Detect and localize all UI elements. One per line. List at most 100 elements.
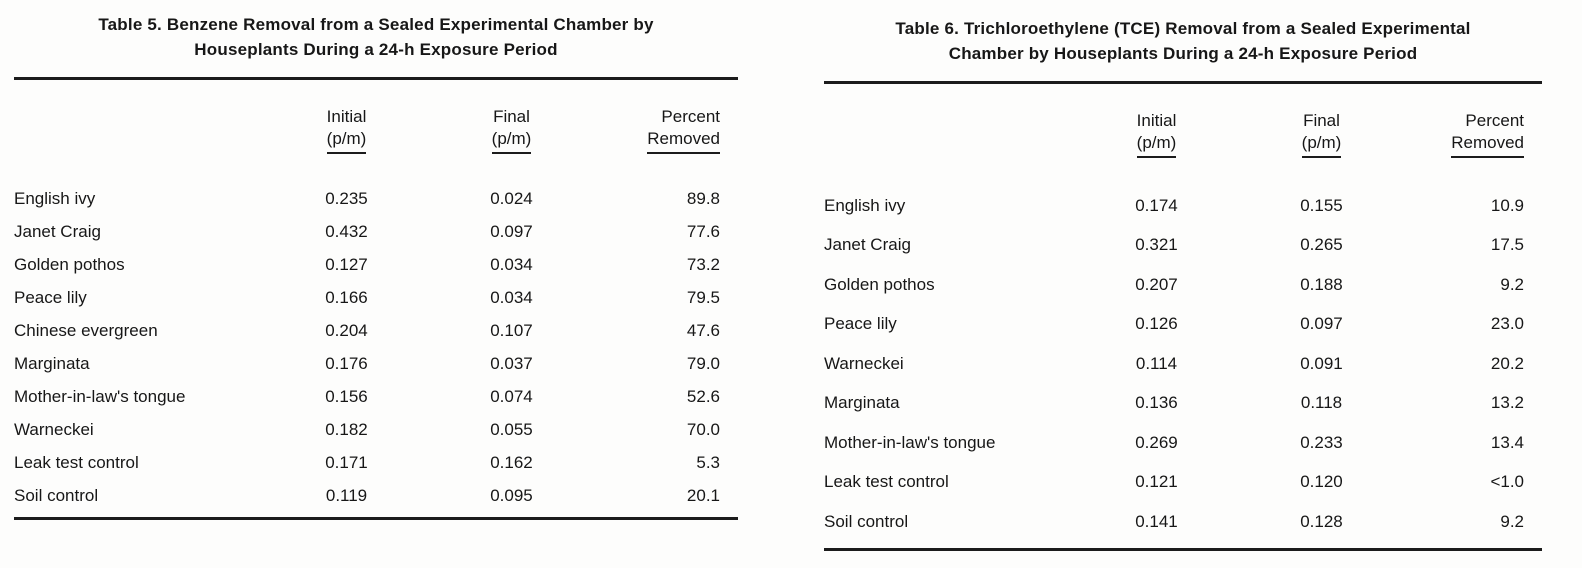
plant-name: English ivy xyxy=(14,188,96,208)
table-5-header-final: Final (p/m) xyxy=(409,106,614,154)
final-value: 0.097 xyxy=(1300,314,1343,334)
table-6-title-line1: Table 6. Trichloroethylene (TCE) Removal… xyxy=(895,19,1471,38)
table-row: Janet Craig 0.321 0.265 17.5 xyxy=(824,226,1542,266)
table-5-block: Table 5. Benzene Removal from a Sealed E… xyxy=(14,12,738,520)
table-row: Golden pothos 0.207 0.188 9.2 xyxy=(824,265,1542,305)
table-5-title: Table 5. Benzene Removal from a Sealed E… xyxy=(14,12,738,62)
plant-name: Leak test control xyxy=(14,452,139,472)
percent-removed-value: 13.4 xyxy=(1490,432,1524,452)
initial-value: 0.119 xyxy=(325,485,368,505)
initial-value: 0.235 xyxy=(325,188,368,208)
table-row: Golden pothos 0.127 0.034 73.2 xyxy=(14,248,738,281)
final-value: 0.118 xyxy=(1300,393,1343,413)
table-5-title-line2: Houseplants During a 24-h Exposure Perio… xyxy=(194,40,558,59)
table-row: Warneckei 0.114 0.091 20.2 xyxy=(824,344,1542,384)
final-value: 0.074 xyxy=(490,386,533,406)
table-6-header-initial: Initial (p/m) xyxy=(1094,110,1219,158)
table-6-rows: English ivy 0.174 0.155 10.9 Janet Craig… xyxy=(824,186,1542,542)
final-value: 0.095 xyxy=(490,485,533,505)
percent-removed-value: 9.2 xyxy=(1500,274,1524,294)
plant-name: Golden pothos xyxy=(824,274,935,294)
percent-removed-value: 70.0 xyxy=(686,419,720,439)
plant-name: Warneckei xyxy=(824,353,904,373)
final-value: 0.097 xyxy=(490,221,533,241)
table-5-header-final-label: Final xyxy=(493,107,530,126)
plant-name: Soil control xyxy=(14,485,99,505)
table-row: Leak test control 0.121 0.120 <1.0 xyxy=(824,463,1542,503)
table-row: Marginata 0.176 0.037 79.0 xyxy=(14,347,738,380)
plant-name: Chinese evergreen xyxy=(14,320,158,340)
percent-removed-value: <1.0 xyxy=(1490,472,1524,492)
table-5-header-row: Initial (p/m) Final (p/m) Percent Remove… xyxy=(14,106,738,154)
table-row: Leak test control 0.171 0.162 5.3 xyxy=(14,446,738,479)
initial-value: 0.174 xyxy=(1135,195,1178,215)
table-6-block: Table 6. Trichloroethylene (TCE) Removal… xyxy=(824,16,1542,551)
table-5-header-initial-unit: (p/m) xyxy=(326,128,367,154)
percent-removed-value: 17.5 xyxy=(1490,235,1524,255)
plant-name: Janet Craig xyxy=(824,235,911,255)
initial-value: 0.432 xyxy=(325,221,368,241)
final-value: 0.188 xyxy=(1300,274,1343,294)
final-value: 0.155 xyxy=(1300,195,1343,215)
percent-removed-value: 20.2 xyxy=(1490,353,1524,373)
plant-name: Peace lily xyxy=(824,314,897,334)
final-value: 0.034 xyxy=(490,254,533,274)
final-value: 0.037 xyxy=(490,353,533,373)
initial-value: 0.166 xyxy=(325,287,368,307)
table-row: Janet Craig 0.432 0.097 77.6 xyxy=(14,215,738,248)
initial-value: 0.126 xyxy=(1135,314,1178,334)
table-row: Soil control 0.141 0.128 9.2 xyxy=(824,502,1542,542)
final-value: 0.233 xyxy=(1300,432,1343,452)
percent-removed-value: 79.0 xyxy=(686,353,720,373)
table-6-header-row: Initial (p/m) Final (p/m) Percent Remove… xyxy=(824,110,1542,158)
final-value: 0.120 xyxy=(1300,472,1343,492)
final-value: 0.024 xyxy=(490,188,533,208)
table-6-header-final-unit: (p/m) xyxy=(1301,132,1342,158)
final-value: 0.055 xyxy=(490,419,533,439)
initial-value: 0.207 xyxy=(1135,274,1178,294)
table-row: Mother-in-law's tongue 0.269 0.233 13.4 xyxy=(824,423,1542,463)
plant-name: Soil control xyxy=(824,511,909,531)
table-5-rows: English ivy 0.235 0.024 89.8 Janet Craig… xyxy=(14,182,738,512)
initial-value: 0.141 xyxy=(1135,511,1178,531)
table-5-top-rule xyxy=(14,77,738,80)
final-value: 0.265 xyxy=(1300,235,1343,255)
percent-removed-value: 23.0 xyxy=(1490,314,1524,334)
initial-value: 0.127 xyxy=(325,254,368,274)
final-value: 0.107 xyxy=(490,320,533,340)
table-6-header-percent-label2: Removed xyxy=(1451,132,1524,158)
initial-value: 0.136 xyxy=(1135,393,1178,413)
table-5-header-percent-label2: Removed xyxy=(647,128,720,154)
table-6-header-initial-unit: (p/m) xyxy=(1136,132,1177,158)
initial-value: 0.269 xyxy=(1135,432,1178,452)
table-6-title: Table 6. Trichloroethylene (TCE) Removal… xyxy=(824,16,1542,66)
table-6-header-final: Final (p/m) xyxy=(1219,110,1424,158)
plant-name: Janet Craig xyxy=(14,221,101,241)
plant-name: Marginata xyxy=(824,393,900,413)
initial-value: 0.114 xyxy=(1135,353,1178,373)
table-6-header-initial-label: Initial xyxy=(1136,111,1177,130)
initial-value: 0.176 xyxy=(325,353,368,373)
table-6-header-final-label: Final xyxy=(1303,111,1340,130)
initial-value: 0.182 xyxy=(325,419,368,439)
percent-removed-value: 20.1 xyxy=(686,485,720,505)
table-row: Peace lily 0.126 0.097 23.0 xyxy=(824,305,1542,345)
table-6-title-line2: Chamber by Houseplants During a 24-h Exp… xyxy=(948,44,1418,63)
table-6-top-rule xyxy=(824,81,1542,84)
table-5-header-initial: Initial (p/m) xyxy=(284,106,409,154)
initial-value: 0.321 xyxy=(1135,235,1178,255)
plant-name: Mother-in-law's tongue xyxy=(824,432,996,452)
percent-removed-value: 89.8 xyxy=(686,188,720,208)
table-5-header-percent-label1: Percent xyxy=(661,107,720,126)
final-value: 0.128 xyxy=(1300,511,1343,531)
table-6-header-percent: Percent Removed xyxy=(1424,110,1542,158)
final-value: 0.162 xyxy=(490,452,533,472)
plant-name: Peace lily xyxy=(14,287,87,307)
table-row: Mother-in-law's tongue 0.156 0.074 52.6 xyxy=(14,380,738,413)
table-row: English ivy 0.174 0.155 10.9 xyxy=(824,186,1542,226)
plant-name: Leak test control xyxy=(824,472,949,492)
percent-removed-value: 79.5 xyxy=(686,287,720,307)
table-row: Marginata 0.136 0.118 13.2 xyxy=(824,384,1542,424)
table-5-bottom-rule xyxy=(14,517,738,520)
